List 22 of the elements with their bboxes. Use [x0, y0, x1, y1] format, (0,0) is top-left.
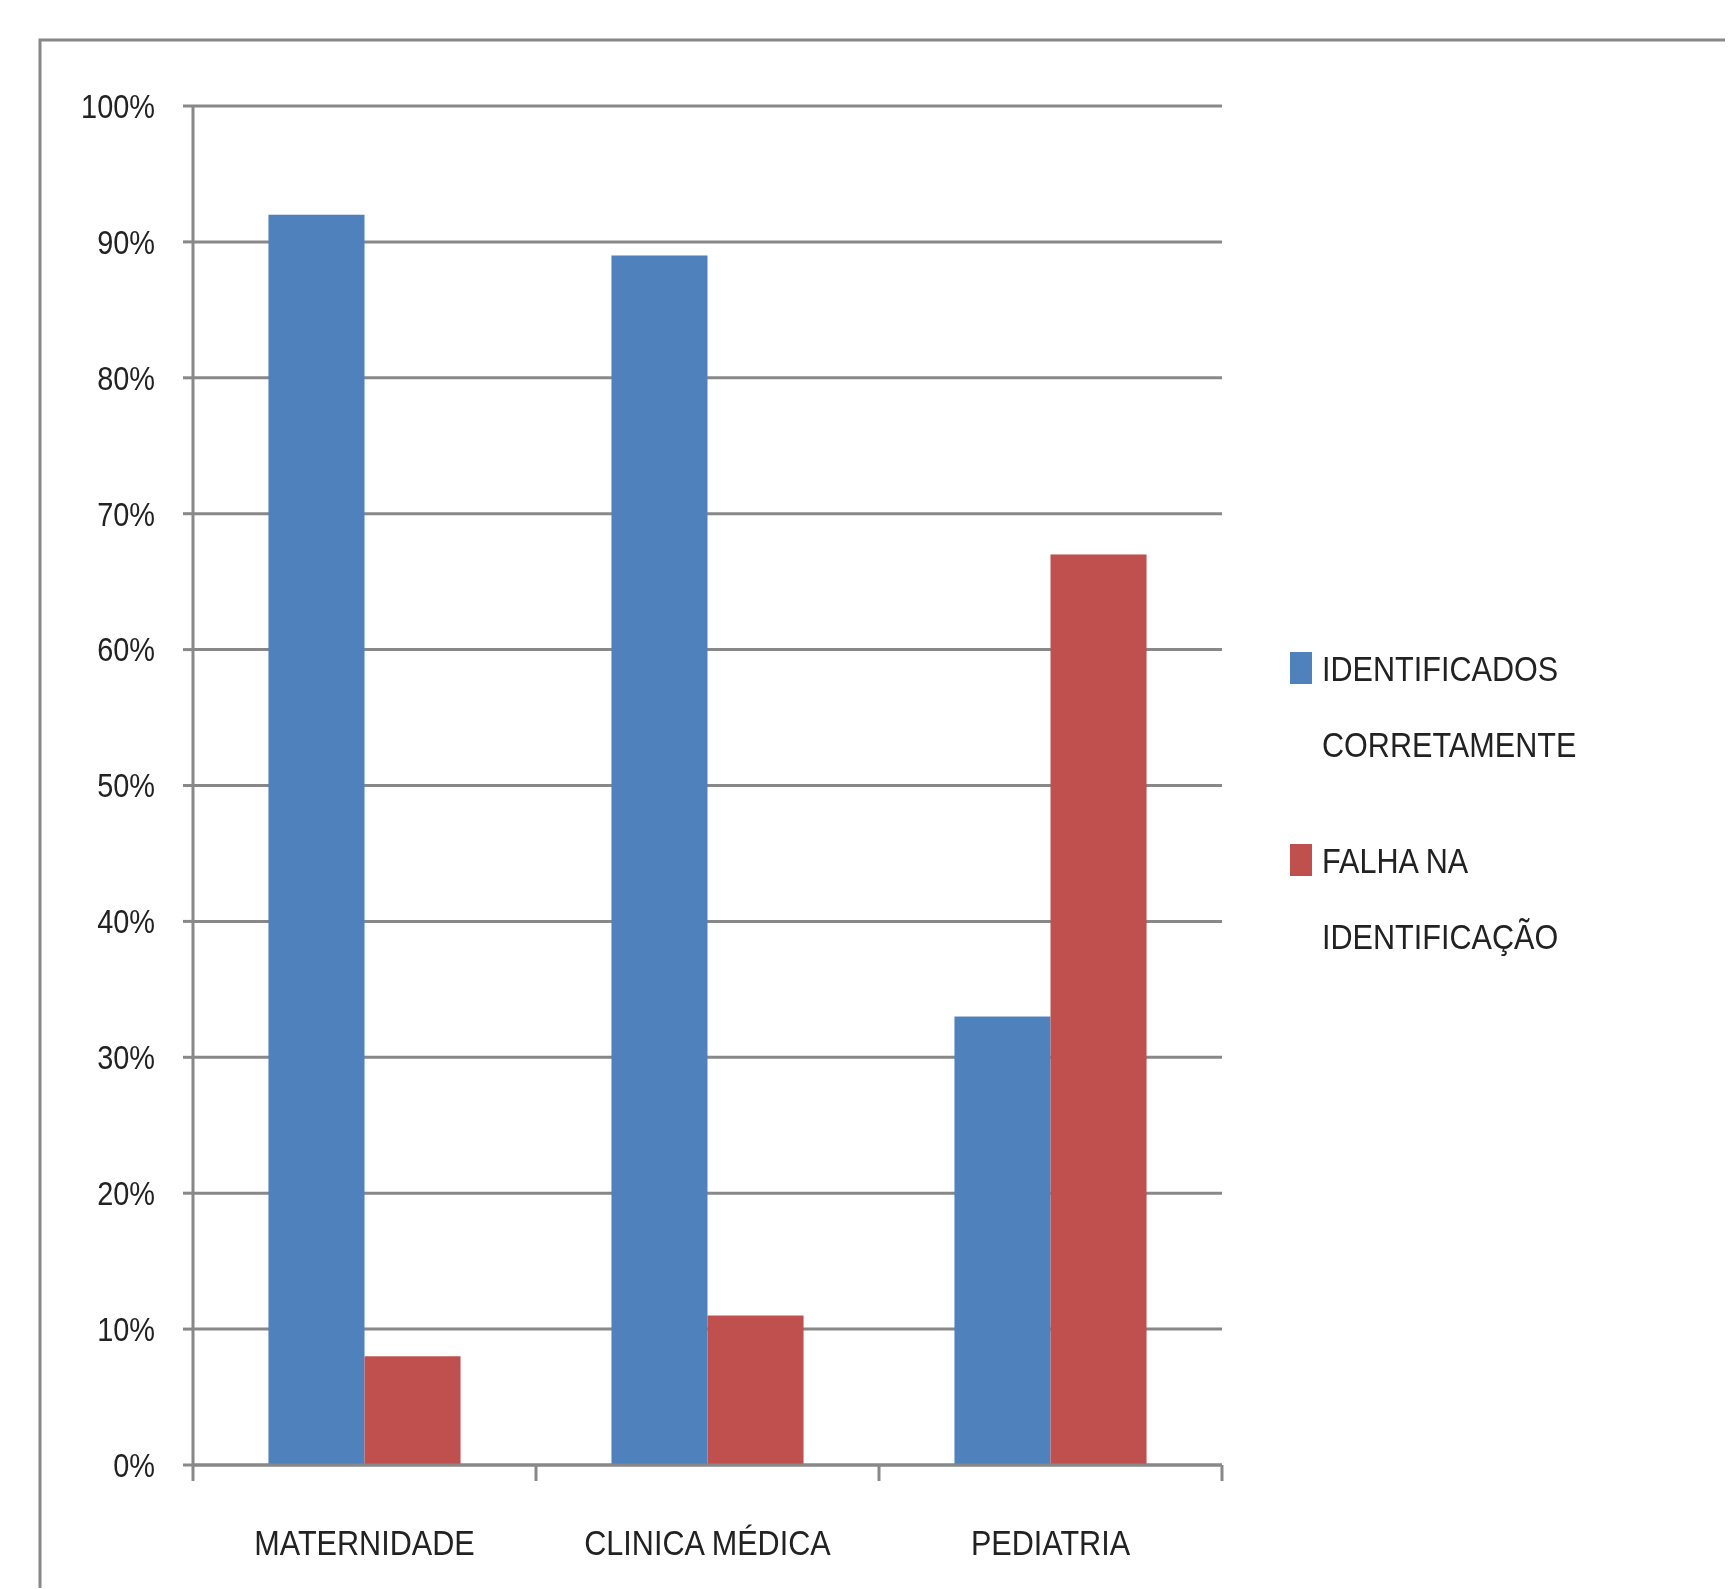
- bar: [1050, 554, 1147, 1465]
- y-tick-label: 40%: [97, 902, 155, 941]
- y-tick-label: 100%: [81, 86, 155, 126]
- y-tick-label: 70%: [97, 494, 155, 534]
- legend-label: FALHA NA IDENTIFICAÇÃO: [1322, 840, 1559, 957]
- y-tick-label: 50%: [97, 766, 155, 805]
- x-tick-label: PEDIATRIA: [970, 1522, 1131, 1563]
- bar: [268, 214, 365, 1465]
- y-tick-label: 10%: [97, 1309, 155, 1349]
- y-tick-label: 30%: [97, 1037, 155, 1077]
- x-tick-label: MATERNIDADE: [254, 1522, 475, 1563]
- legend-label: IDENTIFICADOS CORRETAMENTE: [1322, 648, 1577, 765]
- y-tick-label: 80%: [97, 358, 155, 398]
- bar: [611, 255, 708, 1465]
- y-tick-label: 90%: [97, 222, 155, 262]
- y-tick-label: 0%: [113, 1445, 155, 1485]
- bar: [707, 1315, 804, 1465]
- bar: [954, 1016, 1051, 1465]
- bar: [364, 1356, 461, 1465]
- y-tick-label: 60%: [97, 630, 155, 670]
- y-tick-label: 20%: [97, 1173, 155, 1213]
- x-tick-label: CLINICA MÉDICA: [584, 1522, 832, 1563]
